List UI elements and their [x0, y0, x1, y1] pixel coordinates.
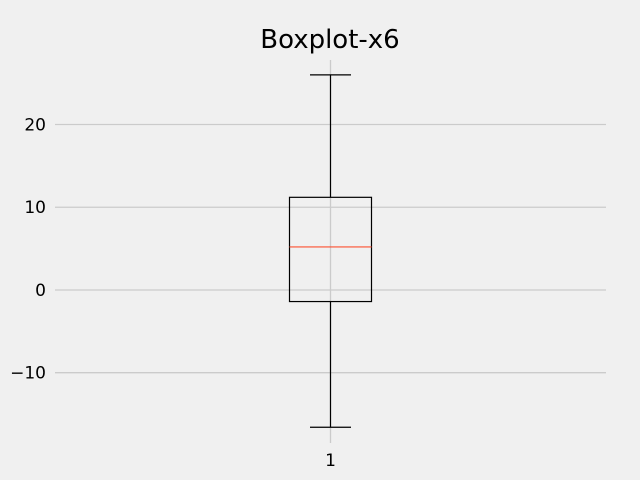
y-tick-label: 0: [35, 281, 46, 301]
y-tick-label: 10: [24, 198, 46, 218]
x-tick-label: 1: [325, 451, 336, 471]
box-layer: [288, 74, 373, 428]
y-tick-label: 20: [24, 116, 46, 136]
box-iqr: [288, 196, 373, 303]
y-tick-label: −10: [10, 364, 46, 384]
tick-layer: −10 0 10 20 1: [10, 116, 336, 471]
chart-title: Boxplot-x6: [260, 25, 399, 55]
